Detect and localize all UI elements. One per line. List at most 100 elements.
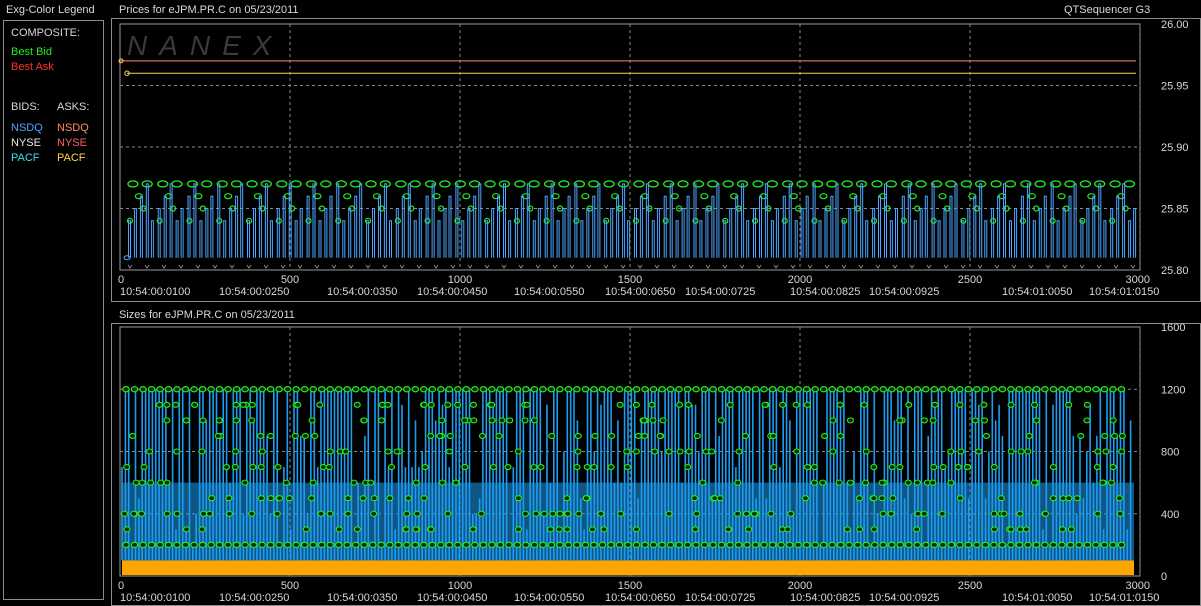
p-x-tick-label: 1000 bbox=[448, 274, 472, 286]
size-bid-marker bbox=[896, 386, 905, 393]
tick-marker bbox=[756, 264, 762, 269]
size-bid-marker bbox=[828, 386, 837, 393]
bid-marker bbox=[216, 180, 228, 188]
size-bid-marker bbox=[956, 386, 964, 393]
size-bid-marker bbox=[792, 401, 800, 408]
size-bid-marker bbox=[1007, 386, 1015, 393]
size-bid-marker bbox=[1041, 510, 1050, 517]
bid-marker bbox=[364, 217, 372, 224]
size-bid-marker bbox=[641, 541, 649, 549]
size-bid-marker bbox=[870, 541, 879, 549]
size-bid-marker bbox=[658, 541, 666, 549]
size-bid-marker bbox=[954, 464, 962, 471]
bid-marker bbox=[216, 217, 223, 224]
size-bid-marker bbox=[411, 386, 420, 393]
size-bid-marker bbox=[1025, 432, 1033, 439]
s-y-tick-label: 1600 bbox=[1161, 322, 1185, 334]
size-bid-marker bbox=[301, 432, 309, 439]
size-bid-marker bbox=[206, 510, 214, 517]
size-bid-marker bbox=[319, 464, 327, 471]
size-bid-marker bbox=[607, 386, 615, 393]
size-bid-marker bbox=[904, 386, 913, 393]
size-bid-marker bbox=[267, 432, 275, 439]
size-bid-marker bbox=[853, 386, 862, 393]
size-bid-marker bbox=[811, 541, 819, 549]
size-bid-marker bbox=[446, 432, 454, 439]
size-bid-marker bbox=[377, 386, 386, 393]
size-bid-marker bbox=[887, 386, 896, 393]
size-bid-marker bbox=[505, 541, 513, 549]
bid-marker bbox=[1049, 217, 1056, 224]
size-bid-marker bbox=[283, 386, 292, 393]
size-bid-marker bbox=[632, 541, 641, 549]
size-bid-marker bbox=[488, 401, 496, 408]
bid-marker bbox=[498, 180, 511, 188]
size-bid-marker bbox=[998, 386, 1007, 393]
tick-marker bbox=[484, 264, 490, 269]
s-time-label: 10:54:01:0050 bbox=[1002, 592, 1072, 604]
tick-marker bbox=[705, 264, 711, 269]
size-bid-marker bbox=[1066, 386, 1075, 393]
size-bid-marker bbox=[1083, 401, 1091, 408]
s-y-tick-label: 1200 bbox=[1161, 384, 1185, 396]
size-bid-marker bbox=[591, 432, 599, 439]
bid-marker bbox=[581, 193, 590, 200]
size-bid-marker bbox=[794, 386, 802, 393]
size-bid-marker bbox=[523, 401, 531, 408]
size-bid-marker bbox=[1065, 401, 1073, 408]
size-bid-marker bbox=[751, 386, 760, 393]
size-bid-marker bbox=[860, 401, 868, 408]
s-x-tick-label: 1000 bbox=[448, 580, 472, 592]
bid-marker bbox=[633, 180, 645, 188]
size-bid-marker bbox=[454, 541, 462, 549]
size-bid-marker bbox=[889, 495, 897, 502]
s-time-label: 10:54:01:0150 bbox=[1089, 592, 1159, 604]
tick-marker bbox=[1062, 264, 1068, 269]
size-bid-marker bbox=[403, 510, 411, 517]
size-bid-marker bbox=[931, 401, 939, 408]
p-x-tick-label: 500 bbox=[281, 274, 299, 286]
size-bid-marker bbox=[726, 386, 734, 393]
bid-marker bbox=[930, 180, 943, 188]
size-bid-marker bbox=[275, 386, 283, 393]
size-bid-marker bbox=[1094, 448, 1102, 455]
tick-marker bbox=[1079, 264, 1085, 269]
legend-bid-nsdq: NSDQ bbox=[11, 122, 43, 134]
size-bid-marker bbox=[785, 386, 794, 393]
size-bid-marker bbox=[793, 448, 801, 455]
bid-marker bbox=[722, 217, 729, 224]
size-bid-marker bbox=[879, 510, 887, 517]
size-bid-marker bbox=[982, 432, 991, 439]
bid-marker bbox=[1109, 217, 1116, 224]
size-bid-marker bbox=[291, 432, 299, 439]
size-bid-marker bbox=[249, 464, 257, 471]
size-bid-marker bbox=[1075, 386, 1083, 393]
size-bid-marker bbox=[574, 448, 582, 455]
size-bid-marker bbox=[163, 510, 171, 517]
size-bid-marker bbox=[870, 526, 878, 533]
bid-marker bbox=[335, 180, 347, 188]
size-bid-marker bbox=[514, 526, 523, 533]
bid-marker bbox=[454, 180, 466, 188]
bid-marker bbox=[194, 193, 203, 200]
size-bid-marker bbox=[225, 495, 233, 502]
size-bid-marker bbox=[828, 541, 837, 549]
size-bid-marker bbox=[353, 526, 361, 533]
size-bid-marker bbox=[726, 541, 734, 549]
tick-marker bbox=[144, 264, 150, 269]
size-bid-marker bbox=[590, 386, 598, 393]
bid-marker bbox=[617, 180, 630, 188]
bid-marker bbox=[320, 180, 332, 188]
size-bid-marker bbox=[292, 541, 300, 549]
size-bid-marker bbox=[232, 448, 240, 455]
size-bid-marker bbox=[938, 510, 946, 517]
price-chart-title: Prices for eJPM.PR.C on 05/23/2011 bbox=[119, 4, 299, 16]
size-bid-marker bbox=[326, 386, 335, 393]
size-bid-marker bbox=[921, 541, 930, 549]
size-bid-marker bbox=[1007, 526, 1015, 533]
bid-marker bbox=[432, 193, 441, 200]
bid-marker bbox=[603, 217, 610, 224]
size-bid-marker bbox=[120, 510, 129, 517]
p-time-label: 10:54:00:0650 bbox=[605, 286, 675, 298]
bid-marker bbox=[1109, 180, 1121, 188]
